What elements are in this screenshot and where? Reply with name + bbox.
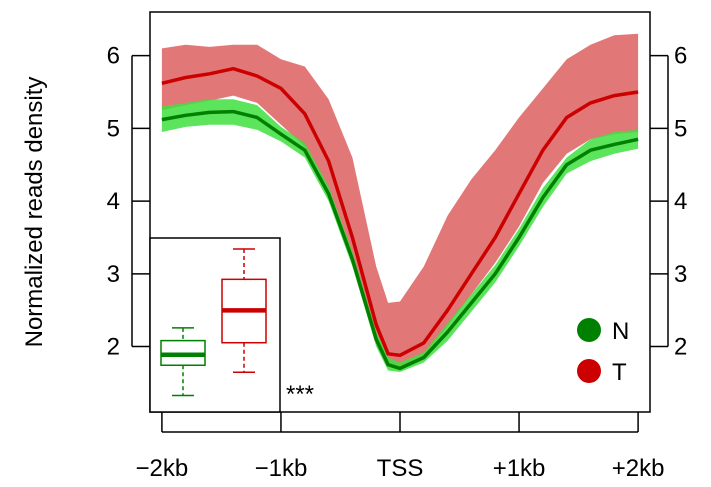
y-axis-left: 2 3 4 5 6 — [107, 43, 150, 361]
x-tick-label: −2kb — [136, 455, 189, 482]
x-tick-label: −1kb — [255, 455, 308, 482]
y-tick-right-label: 4 — [674, 188, 687, 215]
legend: NT — [577, 318, 629, 386]
y-tick-right-label: 6 — [674, 43, 687, 70]
y-axis-right: 2 3 4 5 6 — [650, 43, 687, 361]
legend-marker-N — [577, 318, 601, 342]
x-axis: −2kb −1kb TSS +1kb +2kb — [136, 412, 665, 482]
band-T — [161, 33, 639, 367]
y-tick-left-label: 6 — [107, 43, 120, 70]
x-tick-label: +2kb — [612, 455, 665, 482]
x-tick-label: TSS — [377, 455, 424, 482]
y-tick-left-label: 5 — [107, 115, 120, 142]
series-lines — [161, 66, 639, 371]
line-T — [161, 66, 639, 358]
legend-marker-T — [577, 359, 601, 383]
legend-label-T: T — [612, 359, 627, 386]
y-axis-title: Normalized reads density — [21, 77, 48, 348]
legend-label-N: N — [612, 318, 629, 345]
line-N — [161, 109, 639, 371]
confidence-bands — [161, 33, 639, 373]
significance-annotation: *** — [286, 381, 314, 408]
y-tick-left-label: 2 — [107, 334, 120, 361]
y-tick-right-label: 5 — [674, 115, 687, 142]
inset-boxplot: *** — [149, 237, 314, 413]
x-tick-label: +1kb — [493, 455, 546, 482]
y-tick-right-label: 2 — [674, 334, 687, 361]
y-tick-left-label: 3 — [107, 261, 120, 288]
y-tick-left-label: 4 — [107, 188, 120, 215]
y-tick-right-label: 3 — [674, 261, 687, 288]
